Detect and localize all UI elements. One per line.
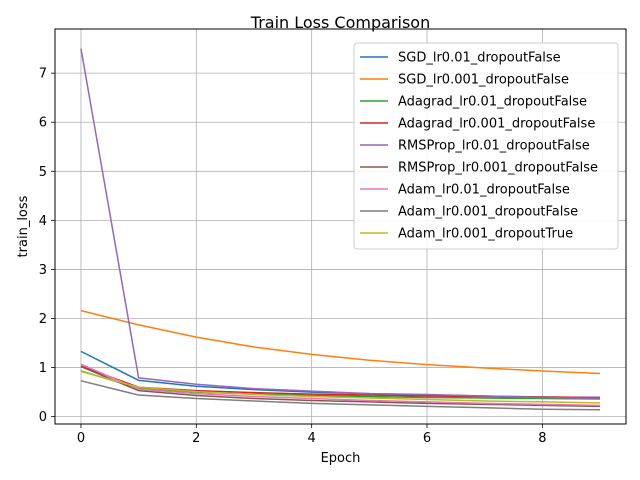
legend-entry: SGD_lr0.01_dropoutFalse <box>398 51 561 66</box>
legend-entry: RMSProp_lr0.001_dropoutFalse <box>398 161 598 176</box>
series-line <box>80 380 601 411</box>
legend-entry: Adam_lr0.001_dropoutFalse <box>398 205 578 220</box>
y-tick-label: 7 <box>39 67 47 82</box>
y-tick-label: 2 <box>39 312 47 327</box>
legend-entry: Adagrad_lr0.001_dropoutFalse <box>398 117 595 132</box>
series-line <box>80 48 601 400</box>
y-tick-label: 0 <box>39 410 47 425</box>
legend-entry: Adam_lr0.001_dropoutTrue <box>398 227 573 242</box>
legend-entry: SGD_lr0.001_dropoutFalse <box>398 73 569 88</box>
x-tick-label: 4 <box>308 431 316 446</box>
legend-box <box>353 42 619 250</box>
series-layer <box>80 48 601 411</box>
legend-entry: RMSProp_lr0.01_dropoutFalse <box>398 139 590 154</box>
x-axis-label: Epoch <box>321 451 361 466</box>
legend: SGD_lr0.01_dropoutFalse SGD_lr0.001_dropo… <box>353 42 619 250</box>
x-tick-label: 0 <box>77 431 85 446</box>
y-axis-label: train_loss <box>16 195 31 257</box>
legend-entry: Adagrad_lr0.01_dropoutFalse <box>398 95 587 110</box>
y-tick-label: 4 <box>39 214 47 229</box>
plot-frame <box>54 28 627 425</box>
x-tick-label: 6 <box>423 431 431 446</box>
y-tick-label: 3 <box>39 263 47 278</box>
series-line <box>80 370 601 404</box>
series-line <box>80 309 601 375</box>
chart-title: Train Loss Comparison <box>250 13 430 32</box>
y-tick-label: 1 <box>39 361 47 376</box>
series-line <box>80 363 601 407</box>
x-tick-label: 8 <box>538 431 546 446</box>
legend-entry: Adam_lr0.01_dropoutFalse <box>398 183 570 198</box>
y-tick-label: 6 <box>39 116 47 131</box>
ticks: 0 2 4 6 8 0 1 2 3 4 5 6 7 <box>39 67 547 446</box>
y-tick-label: 5 <box>39 165 47 180</box>
series-line <box>80 365 601 408</box>
x-tick-label: 2 <box>192 431 200 446</box>
